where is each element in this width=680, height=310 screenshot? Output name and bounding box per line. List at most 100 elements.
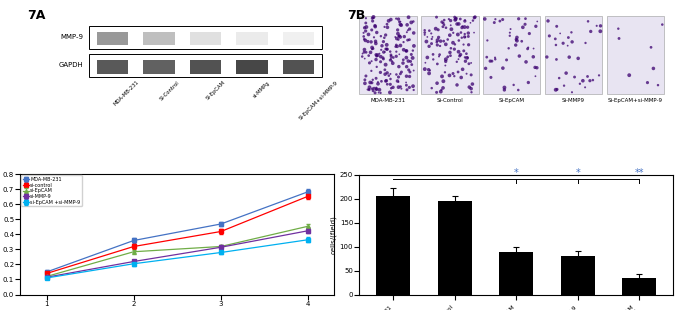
Point (564, 55, 575, 60)
Bar (90, 54, 322, 77)
Point (516, 39, 527, 44)
Point (378, 50, 389, 55)
Text: **: ** (634, 168, 644, 178)
Point (359, 47, 370, 52)
Point (366, 69, 377, 73)
Text: 7B: 7B (347, 9, 365, 22)
Point (463, 34, 474, 39)
Point (460, 35, 471, 40)
Point (379, 72, 390, 77)
Point (363, 32, 374, 37)
Point (375, 54, 386, 59)
Point (657, 22, 668, 27)
Point (391, 16, 402, 21)
Point (442, 37, 453, 42)
Bar (97, 60, 129, 73)
Point (498, 66, 509, 71)
Point (378, 56, 389, 61)
Text: MDA-MB-231: MDA-MB-231 (113, 80, 140, 107)
Point (391, 42, 402, 47)
Point (401, 83, 412, 88)
Point (551, 24, 562, 29)
Point (505, 27, 516, 32)
Point (423, 67, 434, 72)
Point (373, 81, 384, 86)
Point (480, 66, 491, 71)
Point (404, 85, 415, 90)
Point (613, 26, 624, 31)
Point (469, 30, 479, 35)
Point (364, 85, 375, 90)
Point (360, 81, 371, 86)
Point (388, 55, 398, 60)
Point (454, 38, 464, 43)
Point (357, 54, 368, 59)
Point (453, 69, 464, 74)
Point (447, 40, 458, 45)
Point (364, 87, 375, 92)
Point (446, 27, 457, 32)
Point (367, 28, 377, 33)
Point (398, 57, 409, 62)
Point (437, 20, 447, 24)
Point (505, 30, 515, 35)
Point (357, 51, 368, 56)
Point (554, 76, 564, 81)
Point (367, 19, 378, 24)
Point (360, 78, 371, 82)
Point (458, 42, 469, 47)
Bar (607, 16, 664, 94)
Point (402, 22, 413, 27)
Point (466, 90, 477, 95)
Point (379, 67, 390, 72)
Point (458, 48, 469, 53)
Point (432, 42, 443, 47)
Point (433, 35, 444, 40)
Point (532, 65, 543, 70)
Point (454, 21, 464, 26)
Point (437, 74, 447, 79)
Point (388, 61, 398, 66)
Point (460, 19, 471, 24)
Point (558, 83, 569, 88)
Point (377, 43, 388, 48)
Point (424, 68, 435, 73)
Point (462, 55, 473, 60)
Point (393, 34, 404, 39)
Point (394, 64, 405, 69)
Point (520, 16, 531, 21)
Point (523, 45, 534, 50)
Point (461, 51, 472, 56)
Legend: MDA-MB-231, si-control, si-EpCAM, si-MMP-9, si-EpCAM +si-MMP-9: MDA-MB-231, si-control, si-EpCAM, si-MMP… (21, 175, 82, 206)
Point (457, 24, 468, 29)
Point (379, 24, 390, 29)
Point (447, 71, 458, 76)
Point (566, 90, 577, 95)
Point (582, 74, 593, 79)
Point (579, 85, 590, 90)
Point (595, 29, 606, 34)
Point (426, 37, 437, 42)
Point (463, 31, 474, 36)
Point (360, 50, 371, 55)
Point (368, 15, 379, 20)
Point (395, 84, 406, 89)
Bar (499, 252, 533, 294)
Point (543, 19, 554, 24)
Point (431, 90, 442, 95)
Point (432, 81, 443, 86)
Point (378, 39, 389, 44)
Point (550, 87, 561, 92)
Point (381, 70, 392, 75)
Point (523, 80, 534, 85)
Bar (359, 16, 417, 94)
Point (445, 53, 456, 58)
Text: SI-EpCAM+si-MMP-9: SI-EpCAM+si-MMP-9 (299, 80, 339, 121)
Point (577, 78, 588, 83)
Point (409, 43, 420, 48)
Point (407, 62, 418, 67)
Text: si-MMPg: si-MMPg (252, 80, 271, 99)
Point (461, 71, 472, 76)
Point (408, 30, 419, 35)
Point (517, 25, 528, 30)
